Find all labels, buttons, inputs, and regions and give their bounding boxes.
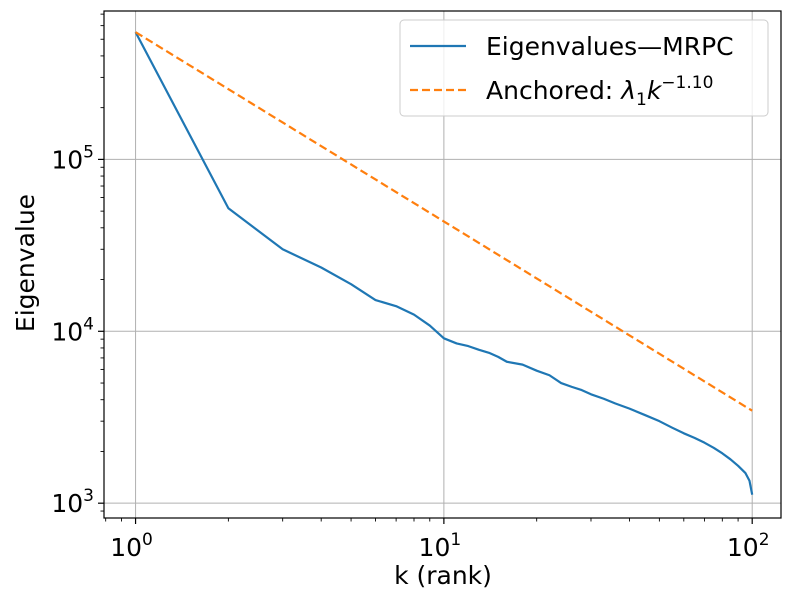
series-line-eigenvalues [134, 31, 754, 495]
legend-label-anchored: Anchored: λ1k−1.10 [486, 73, 713, 110]
plot-frame [103, 10, 782, 519]
legend-lambda: λ [619, 76, 636, 105]
axes-layer [103, 10, 782, 519]
y-tick-label-1: 104 [51, 314, 94, 346]
legend-box [399, 19, 769, 117]
x-tick-label-2: 102 [727, 530, 770, 562]
x-tick-label-1: 101 [419, 530, 462, 562]
legend-k: k [647, 76, 663, 105]
ticks-layer: 100 101 102 103 104 105 [51, 13, 770, 562]
legend-label-eigenvalues: Eigenvalues—MRPC [486, 32, 734, 61]
legend: Eigenvalues—MRPC Anchored: λ1k−1.10 [399, 19, 769, 117]
series-line-anchored [134, 31, 753, 412]
y-axis-label: Eigenvalue [11, 194, 40, 332]
y-tick-label-0: 103 [51, 486, 94, 518]
legend-exponent: −1.10 [661, 73, 713, 93]
y-tick-label-2: 105 [51, 142, 94, 174]
legend-anchored-prefix: Anchored: [486, 76, 621, 105]
legend-lambda-sub: 1 [636, 90, 647, 110]
series-layer [134, 31, 754, 495]
x-axis-label: k (rank) [394, 561, 492, 590]
x-tick-label-0: 100 [110, 530, 153, 562]
